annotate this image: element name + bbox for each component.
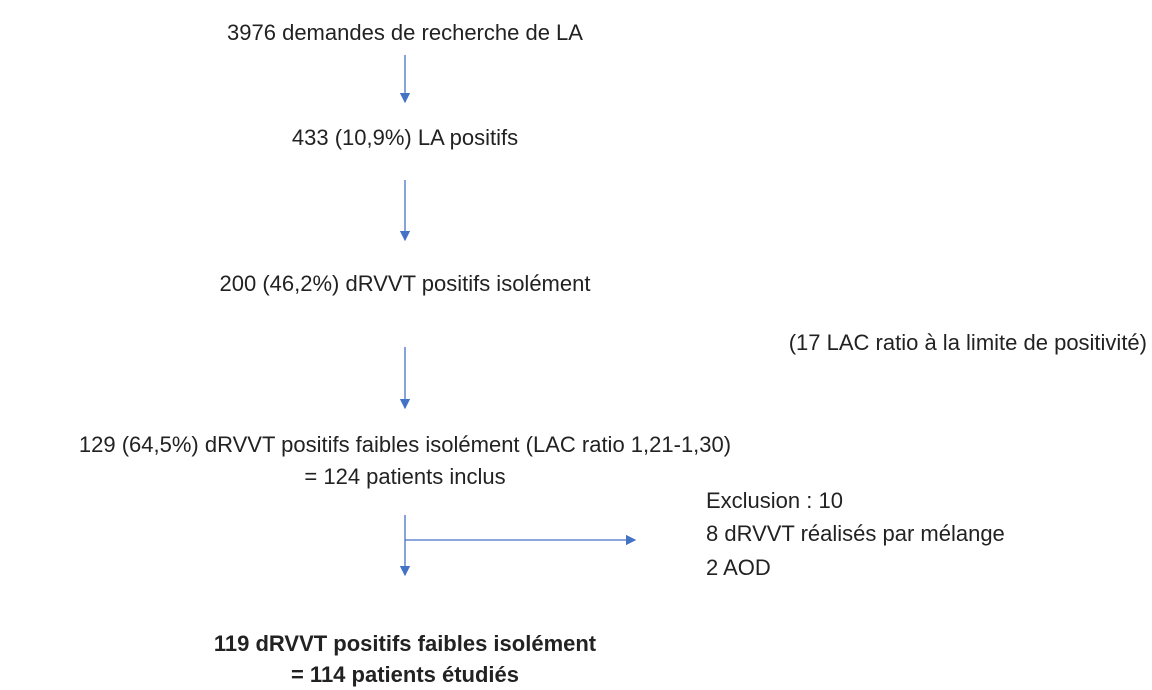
- node: 200 (46,2%) dRVVT positifs isolément: [220, 271, 591, 296]
- node: 119 dRVVT positifs faibles isolément: [214, 631, 597, 656]
- node: 129 (64,5%) dRVVT positifs faibles isolé…: [79, 432, 731, 457]
- node: 3976 demandes de recherche de LA: [227, 20, 583, 45]
- node: = 124 patients inclus: [304, 464, 505, 489]
- note: (17 LAC ratio à la limite de positivité): [789, 330, 1147, 355]
- exclusion: 2 AOD: [706, 555, 771, 580]
- exclusion: 8 dRVVT réalisés par mélange: [706, 521, 1005, 546]
- node: = 114 patients étudiés: [291, 662, 519, 687]
- exclusion: Exclusion : 10: [706, 488, 843, 513]
- node: 433 (10,9%) LA positifs: [292, 125, 518, 150]
